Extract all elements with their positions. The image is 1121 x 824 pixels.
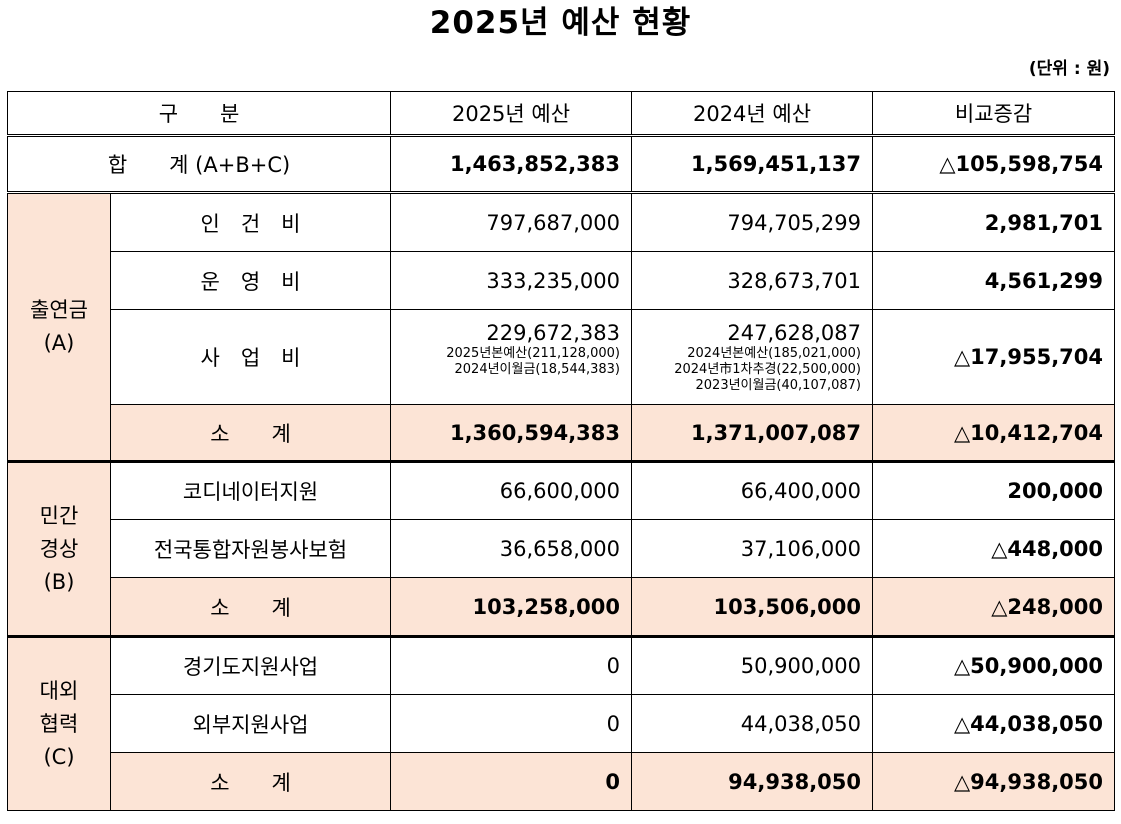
group-c-code: (C): [43, 744, 75, 769]
group-a-label: 출연금 (A): [7, 191, 111, 462]
header-budget-2024: 2024년 예산: [631, 91, 874, 136]
subtotal-budget-2024: 1,371,007,087: [631, 404, 874, 462]
header-budget-2025: 2025년 예산: [390, 91, 633, 136]
project-budget-2024: 247,628,087: [727, 321, 862, 345]
table-row-project: 사 업 비 229,672,383 2025년본예산(211,128,000) …: [8, 309, 1116, 405]
budget-table: 구 분 2025년 예산 2024년 예산 비교증감 합 계 (A+B+C) 1…: [6, 91, 1116, 811]
project-budget-2024-cell: 247,628,087 2024년본예산(185,021,000) 2024년市…: [631, 309, 874, 405]
row-budget-2025: 36,658,000: [390, 519, 633, 578]
row-diff: △448,000: [872, 519, 1116, 578]
project-2024-note: 2023년이월금(40,107,087): [695, 378, 862, 393]
row-budget-2024: 44,038,050: [631, 694, 874, 753]
table-row: 운 영 비 333,235,000 328,673,701 4,561,299: [8, 251, 1116, 310]
row-budget-2025: 0: [390, 635, 633, 695]
group-a-name: 출연금: [30, 298, 88, 322]
row-budget-2024: 794,705,299: [631, 191, 874, 252]
header-diff: 비교증감: [872, 91, 1116, 136]
row-budget-2025: 0: [390, 694, 633, 753]
row-diff: △17,955,704: [872, 309, 1116, 405]
subtotal-budget-2024: 94,938,050: [631, 752, 874, 811]
row-diff: △50,900,000: [872, 635, 1116, 695]
row-label: 경기도지원사업: [109, 635, 392, 695]
row-budget-2024: 328,673,701: [631, 251, 874, 310]
row-budget-2025: 797,687,000: [390, 191, 633, 252]
page-title: 2025년 예산 현황: [429, 5, 692, 41]
project-2024-note: 2024년市1차추경(22,500,000): [674, 362, 862, 377]
subtotal-label: 소 계: [109, 577, 392, 637]
subtotal-budget-2025: 103,258,000: [390, 577, 633, 637]
subtotal-diff: △94,938,050: [872, 752, 1116, 811]
row-budget-2024: 37,106,000: [631, 519, 874, 578]
subtotal-label: 소 계: [109, 404, 392, 462]
row-budget-2024: 66,400,000: [631, 460, 874, 520]
project-2025-note: 2025년본예산(211,128,000): [446, 346, 621, 361]
row-diff: 2,981,701: [872, 191, 1116, 252]
subtotal-row: 소 계 0 94,938,050 △94,938,050: [7, 752, 1116, 811]
subtotal-budget-2025: 0: [390, 752, 633, 811]
total-diff: △105,598,754: [872, 134, 1116, 193]
subtotal-row: 소 계 1,360,594,383 1,371,007,087 △10,412,…: [7, 404, 1116, 462]
group-c-label: 대외 협력 (C): [7, 635, 111, 811]
subtotal-row: 소 계 103,258,000 103,506,000 △248,000: [7, 577, 1116, 637]
table-row: 전국통합자원봉사보험 36,658,000 37,106,000 △448,00…: [8, 519, 1116, 578]
group-c-name-2: 협력: [39, 711, 79, 736]
row-label: 외부지원사업: [109, 694, 392, 753]
header-category: 구 분: [6, 91, 392, 136]
row-label: 코디네이터지원: [109, 460, 392, 520]
subtotal-diff: △10,412,704: [872, 404, 1116, 462]
total-label: 합 계 (A+B+C): [6, 134, 392, 193]
table-row: 외부지원사업 0 44,038,050 △44,038,050: [8, 694, 1116, 753]
unit-note: (단위 : 원): [1028, 59, 1110, 79]
row-diff: △44,038,050: [872, 694, 1116, 753]
row-label: 사 업 비: [109, 309, 392, 405]
project-budget-2025-cell: 229,672,383 2025년본예산(211,128,000) 2024년이…: [390, 309, 633, 405]
subtotal-label: 소 계: [109, 752, 392, 811]
table-row: 대외 협력 (C) 경기도지원사업 0 50,900,000 △50,900,0…: [7, 635, 1116, 811]
total-budget-2025: 1,463,852,383: [390, 134, 633, 193]
project-2025-note: 2024년이월금(18,544,383): [454, 362, 621, 377]
row-budget-2025: 333,235,000: [390, 251, 633, 310]
subtotal-diff: △248,000: [872, 577, 1116, 637]
project-budget-2025: 229,672,383: [486, 321, 621, 345]
subtotal-budget-2024: 103,506,000: [631, 577, 874, 637]
group-a-code: (A): [43, 331, 75, 355]
row-label: 운 영 비: [109, 251, 392, 310]
row-label: 인 건 비: [109, 191, 392, 252]
total-row: 합 계 (A+B+C) 1,463,852,383 1,569,451,137 …: [6, 134, 1116, 193]
project-2024-note: 2024년본예산(185,021,000): [687, 346, 862, 361]
table-row: 민간 경상 (B) 코디네이터지원 66,600,000 66,400,000 …: [7, 460, 1116, 637]
total-budget-2024: 1,569,451,137: [631, 134, 874, 193]
group-b-name-1: 민간: [39, 503, 79, 528]
row-label: 전국통합자원봉사보험: [109, 519, 392, 578]
row-diff: 200,000: [872, 460, 1116, 520]
group-b-name-2: 경상: [39, 536, 79, 561]
group-c-name-1: 대외: [39, 678, 79, 703]
header-row: 구 분 2025년 예산 2024년 예산 비교증감: [6, 91, 1116, 136]
subtotal-budget-2025: 1,360,594,383: [390, 404, 633, 462]
group-b-code: (B): [43, 569, 75, 594]
row-budget-2024: 50,900,000: [631, 635, 874, 695]
row-diff: 4,561,299: [872, 251, 1116, 310]
row-budget-2025: 66,600,000: [390, 460, 633, 520]
group-b-label: 민간 경상 (B): [7, 460, 111, 637]
table-row: 출연금 (A) 인 건 비 797,687,000 794,705,299 2,…: [7, 191, 1116, 462]
